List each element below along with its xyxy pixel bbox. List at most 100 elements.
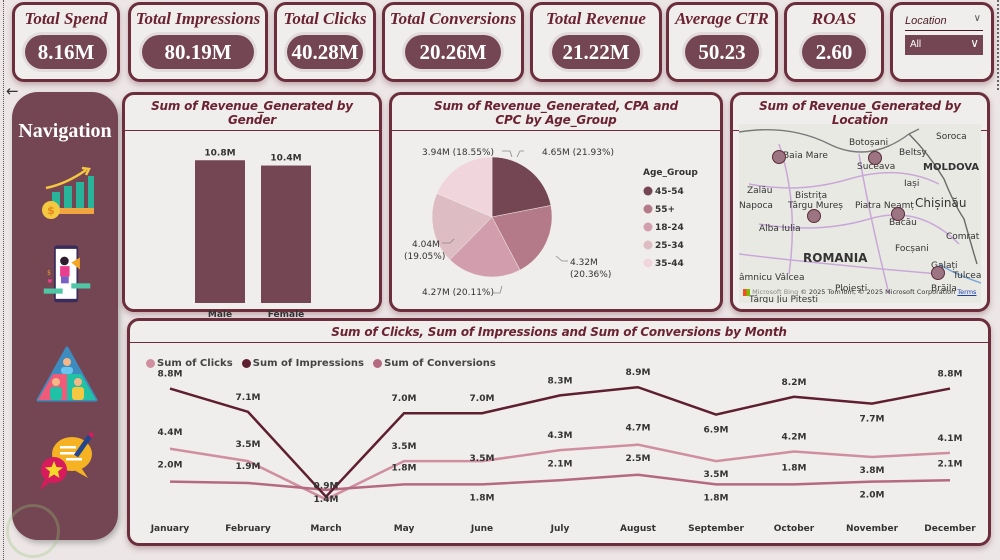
data-label: 1.8M bbox=[392, 463, 417, 473]
legend-dot bbox=[241, 359, 251, 368]
legend-dot bbox=[643, 258, 653, 268]
map-canvas[interactable]: Soroca Botoșani Baia Mare Beltsy Suceava… bbox=[739, 124, 981, 303]
bar bbox=[261, 165, 311, 303]
data-label: 0.9M bbox=[314, 482, 339, 492]
kpi-title: Total Clicks bbox=[283, 9, 367, 28]
legend-dot bbox=[643, 186, 653, 196]
legend-item-impressions[interactable]: Sum of Impressions bbox=[241, 358, 364, 369]
data-label: 2.0M bbox=[158, 461, 183, 471]
data-label: 7.0M bbox=[470, 394, 495, 404]
legend-dot bbox=[643, 222, 653, 232]
map-label: Chișinău bbox=[915, 196, 967, 210]
data-label: 4.4M bbox=[158, 428, 183, 438]
map-bubble[interactable] bbox=[891, 207, 905, 221]
map-label: Ploiești bbox=[835, 284, 868, 294]
legend-label: Sum of Conversions bbox=[384, 358, 496, 369]
data-label: 1.9M bbox=[236, 462, 261, 472]
pie-slice bbox=[436, 156, 493, 218]
legend-item-conversions[interactable]: Sum of Conversions bbox=[373, 358, 496, 369]
kpi-value: 40.28M bbox=[287, 35, 363, 69]
map-label: Focșani bbox=[895, 244, 929, 254]
pie-data-label: 3.94M (18.55%) bbox=[422, 148, 494, 158]
chart-legend: Sum of Clicks Sum of Impressions Sum of … bbox=[146, 353, 500, 372]
chart-title: Sum of Revenue_Generated by Gender bbox=[125, 95, 379, 131]
data-label: 6.9M bbox=[704, 426, 729, 436]
data-label: 8.9M bbox=[626, 368, 651, 378]
x-tick-label: December bbox=[924, 524, 976, 534]
series-line bbox=[169, 385, 951, 499]
x-tick-label: March bbox=[310, 524, 341, 534]
data-label: 2.1M bbox=[548, 459, 573, 469]
pie-chart-plot: 4.65M (21.93%) 45-54 4.32M (20.36%) 55+ 4.27M… bbox=[404, 148, 698, 298]
chevron-down-icon[interactable]: ∨ bbox=[973, 13, 981, 24]
map-label: Beltsy bbox=[899, 148, 927, 158]
map-label: Iași bbox=[904, 179, 920, 189]
navigation-title: Navigation bbox=[18, 120, 112, 142]
revenue-growth-chart-icon[interactable]: $ bbox=[36, 164, 98, 226]
map-label: Comrat bbox=[946, 232, 980, 242]
map-label: Zalău bbox=[747, 186, 773, 196]
kpi-value: 8.16M bbox=[25, 35, 107, 69]
x-tick-label: August bbox=[620, 524, 657, 534]
feedback-review-icon[interactable] bbox=[36, 430, 98, 492]
map-label: Baia Mare bbox=[783, 151, 828, 161]
marketing-campaign-icon[interactable]: $ ♥ bbox=[36, 242, 98, 304]
map-label: Piatra Neamț bbox=[855, 201, 914, 211]
data-label: 1.8M bbox=[704, 493, 729, 503]
x-tick-label: November bbox=[846, 524, 899, 534]
data-label: 7.7M bbox=[860, 415, 885, 425]
legend-label: Sum of Impressions bbox=[252, 358, 364, 369]
legend-label: 18-24 bbox=[655, 223, 684, 233]
map-label: Brăila bbox=[931, 284, 957, 294]
kpi-value: 20.26M bbox=[405, 35, 501, 69]
map-label: Botoșani bbox=[849, 138, 889, 148]
data-label: 2.0M bbox=[860, 491, 885, 501]
legend-item-clicks[interactable]: Sum of Clicks bbox=[146, 358, 233, 369]
audience-group-icon[interactable] bbox=[36, 344, 98, 406]
kpi-value: 80.19M bbox=[142, 35, 254, 69]
pie-slice bbox=[491, 156, 552, 218]
map-bubble[interactable] bbox=[772, 150, 786, 164]
map-label: Tulcea bbox=[953, 271, 981, 281]
bar-chart-plot: 10.8M Male 10.4M Female bbox=[195, 148, 311, 320]
data-label: 3.5M bbox=[704, 470, 729, 480]
canvas-border-right bbox=[997, 0, 999, 90]
map-label: Suceava bbox=[857, 162, 896, 172]
map-copyright: © 2025 TomTom, © 2025 Microsoft Corporat… bbox=[800, 288, 956, 296]
kpi-card-total-impressions: Total Impressions 80.19M bbox=[128, 2, 268, 82]
map-attribution: Microsoft Bing © 2025 TomTom, © 2025 Mic… bbox=[743, 288, 976, 296]
data-label: 3.8M bbox=[860, 466, 885, 476]
legend-label: Sum of Clicks bbox=[157, 358, 233, 369]
data-label: 1.4M bbox=[314, 495, 339, 505]
kpi-title: Total Spend bbox=[24, 9, 108, 28]
bar-value-label: 10.8M bbox=[204, 148, 235, 158]
canvas-border-left bbox=[3, 0, 4, 560]
data-label: 3.5M bbox=[236, 440, 261, 450]
kpi-title: ROAS bbox=[811, 9, 857, 28]
legend-label: 45-54 bbox=[655, 187, 684, 197]
data-label: 8.3M bbox=[548, 376, 573, 386]
back-arrow-icon[interactable]: ← bbox=[6, 82, 19, 100]
bar-value-label: 10.4M bbox=[270, 154, 301, 164]
location-dropdown[interactable]: All ∨ bbox=[905, 35, 983, 55]
x-tick-label: September bbox=[688, 524, 744, 534]
map-label: Târgu Jiu Pitești bbox=[749, 295, 819, 303]
data-label: 1.8M bbox=[782, 463, 807, 473]
map-bubble[interactable] bbox=[868, 151, 882, 165]
line-chart-plot: January February March May June July August Sep… bbox=[150, 368, 977, 534]
x-tick-label: January bbox=[150, 524, 190, 534]
x-tick-label: Male bbox=[208, 310, 232, 320]
map-bubble[interactable] bbox=[931, 266, 945, 280]
leader-line bbox=[555, 255, 568, 262]
map-label: Napoca bbox=[739, 201, 773, 211]
series-line bbox=[169, 473, 951, 492]
map-bubble[interactable] bbox=[807, 209, 821, 223]
location-slicer: Location ∨ All ∨ bbox=[890, 2, 994, 82]
chart-title: Sum of Revenue_Generated, CPA and CPC by… bbox=[392, 95, 720, 131]
kpi-value: 21.22M bbox=[552, 35, 640, 69]
kpi-title: Total Impressions bbox=[135, 9, 261, 28]
map-terms-link[interactable]: Terms bbox=[957, 288, 977, 296]
legend-label: 35-44 bbox=[655, 259, 684, 269]
map-label: Alba Iulia bbox=[759, 224, 801, 234]
data-label: 4.2M bbox=[782, 433, 807, 443]
